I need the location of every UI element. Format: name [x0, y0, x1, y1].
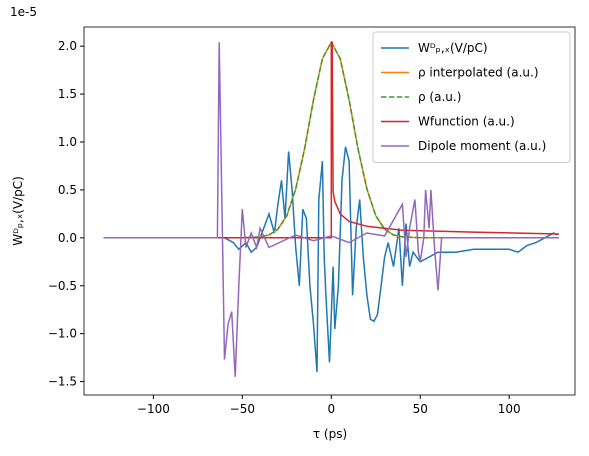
- legend-box: [372, 31, 571, 163]
- series-line: [103, 41, 560, 239]
- x-tick-label: 100: [498, 402, 521, 416]
- y-axis-label: Wᴰₚ,ₓ(V/pC): [11, 176, 25, 246]
- legend-label: ρ (a.u.): [418, 90, 461, 104]
- x-axis-label: τ (ps): [313, 427, 347, 441]
- legend-label: Wfunction (a.u.): [418, 115, 515, 129]
- offset-label: 1e-5: [10, 5, 37, 19]
- y-tick-label: 1.0: [58, 135, 77, 149]
- x-tick-label: 0: [327, 402, 335, 416]
- legend-label: Wᴰₚ,ₓ(V/pC): [418, 41, 488, 55]
- x-tick-label: −50: [230, 402, 255, 416]
- x-tick-label: −100: [137, 402, 170, 416]
- plot-frame: [83, 26, 576, 396]
- y-tick-label: −1.5: [48, 375, 77, 389]
- legend-label: Dipole moment (a.u.): [418, 139, 546, 153]
- x-tick-label: 50: [413, 402, 428, 416]
- series-line: [103, 42, 559, 377]
- y-tick-label: 0.5: [58, 183, 77, 197]
- y-tick-label: 0.0: [58, 231, 77, 245]
- y-tick-label: −0.5: [48, 279, 77, 293]
- y-tick-label: 1.5: [58, 87, 77, 101]
- y-tick-label: 2.0: [58, 39, 77, 53]
- legend-label: ρ interpolated (a.u.): [418, 66, 539, 80]
- series-line: [103, 146, 558, 373]
- y-tick-label: −1.0: [48, 327, 77, 341]
